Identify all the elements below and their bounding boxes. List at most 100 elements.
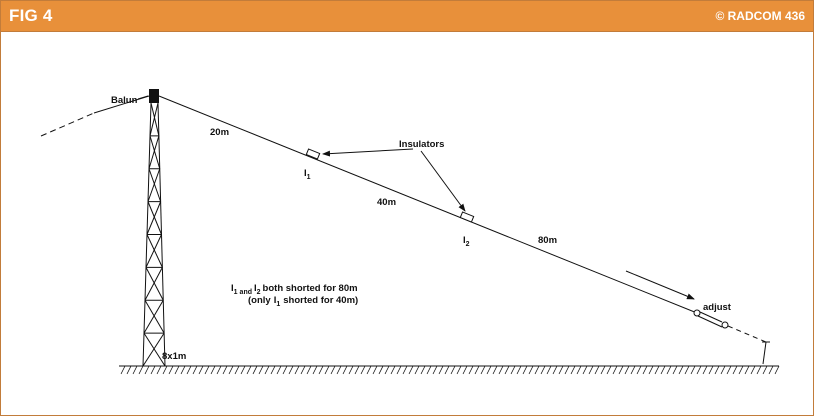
adjust-arrow [625, 270, 695, 300]
ground-hatch [330, 365, 336, 375]
ground-hatch [228, 365, 234, 375]
ground-hatch [348, 365, 354, 375]
ground-hatch [192, 365, 198, 375]
ground-hatch [240, 365, 246, 375]
mast-brace [147, 201, 162, 235]
ground-hatch [456, 365, 462, 375]
adjust-element [693, 309, 729, 329]
ground-hatch [696, 365, 702, 375]
ground-hatch [720, 365, 726, 375]
label-40m: 40m [377, 197, 396, 208]
ground-hatch [312, 365, 318, 375]
adjust-label: adjust [703, 302, 732, 313]
mast-brace [145, 234, 162, 268]
ground-hatch [216, 365, 222, 375]
label-20m: 20m [210, 127, 229, 138]
mast-brace [149, 102, 159, 136]
ground-hatch [462, 365, 468, 375]
ground-hatch [504, 365, 510, 375]
mast-brace [149, 135, 161, 169]
ground-hatch [258, 365, 264, 375]
ground-hatch [156, 365, 162, 375]
ground-hatch [606, 365, 612, 375]
ground-hatch [624, 365, 630, 375]
ground-hatch [234, 365, 240, 375]
ground-hatch [558, 365, 564, 375]
ground-hatch [492, 365, 498, 375]
ground-hatch [414, 365, 420, 375]
ground-stake [762, 341, 767, 365]
ground-hatch [774, 365, 780, 375]
ground-hatch [300, 365, 306, 375]
ground-hatch [174, 365, 180, 375]
ground-hatch [576, 365, 582, 375]
ground-hatch [684, 365, 690, 375]
ground-hatch [282, 365, 288, 375]
ground-hatch [546, 365, 552, 375]
ground-hatch [654, 365, 660, 375]
ground-hatch [690, 365, 696, 375]
ground-hatch [444, 365, 450, 375]
ground-hatch [672, 365, 678, 375]
ground-hatch [678, 365, 684, 375]
ground-hatch [396, 365, 402, 375]
insulator-1 [305, 148, 321, 160]
ground-hatch [666, 365, 672, 375]
ground-hatch [594, 365, 600, 375]
ground-hatch [432, 365, 438, 375]
ground-hatch [438, 365, 444, 375]
ground-hatch [564, 365, 570, 375]
note-line-2: (only I1 shorted for 40m) [248, 295, 358, 308]
tail-dashed [727, 325, 767, 343]
ground-hatch [726, 365, 732, 375]
antenna-diagram: Balun 20m 40m 80m Insulators I1 I2 I1 and… [40, 89, 780, 375]
insulator-pointer-2 [420, 150, 466, 212]
ground-hatch [636, 365, 642, 375]
ground-hatch [270, 365, 276, 375]
mast-brace [150, 102, 160, 136]
ground-hatch [756, 365, 762, 375]
ground-hatch [144, 365, 150, 375]
ground-hatch [186, 365, 192, 375]
mast [142, 102, 166, 367]
ground-hatch [630, 365, 636, 375]
mast-brace [143, 332, 166, 367]
balun-label: Balun [111, 95, 138, 106]
ground-hatch [288, 365, 294, 375]
ground-hatch [738, 365, 744, 375]
figure-header: FIG 4 © RADCOM 436 [1, 1, 813, 32]
ground-hatch [750, 365, 756, 375]
ground-hatch [522, 365, 528, 375]
mast-brace [144, 267, 163, 301]
ground-hatch [360, 365, 366, 375]
ground-hatch [276, 365, 282, 375]
mast-brace [146, 234, 163, 268]
ground-hatch [120, 365, 126, 375]
ground-hatch [354, 365, 360, 375]
ground-hatch [210, 365, 216, 375]
mast-brace [142, 332, 165, 367]
ground-hatch [744, 365, 750, 375]
ground-hatch [486, 365, 492, 375]
ground-hatch [264, 365, 270, 375]
ground-hatch [528, 365, 534, 375]
ground-hatch [306, 365, 312, 375]
ground-hatch [390, 365, 396, 375]
figure-credit: © RADCOM 436 [715, 9, 805, 23]
ground-hatch [516, 365, 522, 375]
ground-hatch [372, 365, 378, 375]
ground-hatch [204, 365, 210, 375]
insulator-1-label: I1 [304, 168, 311, 181]
mast-brace [148, 168, 162, 202]
ground [119, 365, 780, 375]
ground-hatch [708, 365, 714, 375]
ground-hatch [246, 365, 252, 375]
ground-hatch [384, 365, 390, 375]
ground-hatch [480, 365, 486, 375]
ground-hatch [420, 365, 426, 375]
ground-hatch [294, 365, 300, 375]
ground-hatch [600, 365, 606, 375]
ground-hatch [162, 365, 168, 375]
ground-hatch [768, 365, 774, 375]
ground-hatch [540, 365, 546, 375]
